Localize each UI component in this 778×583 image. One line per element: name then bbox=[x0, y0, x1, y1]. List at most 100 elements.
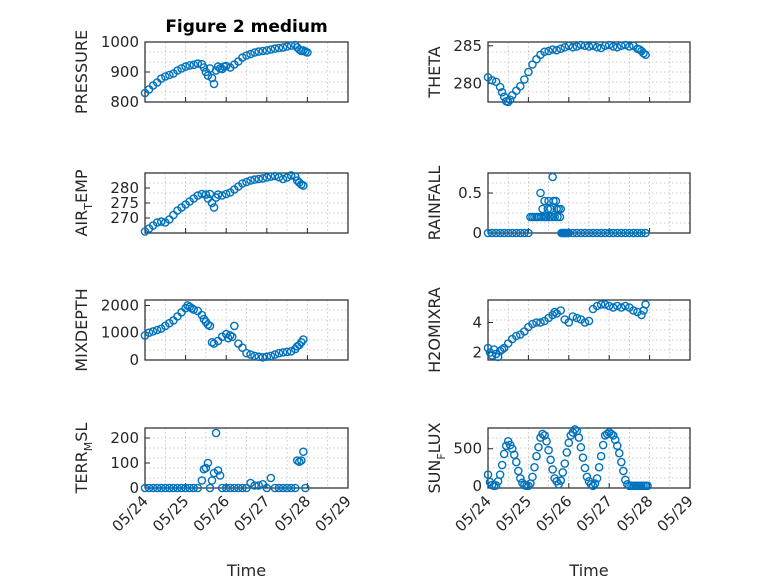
data-point bbox=[514, 466, 523, 476]
data-point bbox=[487, 75, 497, 85]
data-point bbox=[511, 457, 521, 467]
y-axis-label: H2OMIXRA bbox=[425, 287, 444, 373]
data-point bbox=[297, 456, 306, 465]
y-axis-label-main: SUN bbox=[425, 460, 444, 494]
data-point bbox=[641, 228, 650, 238]
data-point bbox=[246, 176, 255, 185]
data-point bbox=[524, 67, 533, 77]
data-point bbox=[524, 481, 533, 491]
y-axis-label: THETA bbox=[425, 46, 444, 98]
y-tick-label: 270 bbox=[110, 209, 139, 227]
data-point bbox=[550, 307, 559, 317]
data-point bbox=[574, 433, 584, 442]
data-point bbox=[266, 351, 276, 361]
data-point bbox=[189, 305, 199, 314]
data-point bbox=[564, 41, 574, 51]
data-point bbox=[258, 352, 268, 362]
data-point bbox=[528, 472, 537, 482]
data-point bbox=[592, 474, 602, 483]
data-point bbox=[199, 63, 209, 72]
data-point bbox=[556, 44, 566, 54]
data-point bbox=[511, 86, 521, 96]
data-point bbox=[556, 204, 566, 214]
data-point bbox=[604, 301, 614, 311]
data-point bbox=[555, 212, 565, 222]
data-point bbox=[270, 350, 280, 359]
subplot-2: 280 285 THETA bbox=[425, 37, 691, 107]
data-point bbox=[532, 451, 541, 461]
data-point bbox=[242, 348, 251, 358]
data-point bbox=[592, 301, 602, 311]
data-point bbox=[238, 53, 247, 62]
x-tick-label: 05/25 bbox=[492, 492, 535, 535]
y-axis-label: AIRTEMP bbox=[72, 169, 95, 236]
y-tick-label: 500 bbox=[453, 440, 482, 458]
data-point bbox=[612, 228, 622, 238]
data-point bbox=[205, 321, 215, 331]
x-tick-label: 05/29 bbox=[654, 492, 697, 535]
y-axis-label-main: AIR bbox=[72, 210, 91, 237]
data-point bbox=[546, 455, 555, 465]
data-point bbox=[606, 429, 616, 439]
x-axis-label: Time bbox=[226, 561, 266, 580]
data-point bbox=[152, 483, 162, 493]
x-tick-label: 05/28 bbox=[613, 492, 656, 535]
data-point bbox=[548, 465, 557, 474]
data-point bbox=[536, 188, 545, 198]
data-point bbox=[594, 462, 604, 472]
data-point bbox=[560, 42, 570, 52]
data-point bbox=[543, 204, 553, 214]
data-point bbox=[278, 348, 288, 357]
data-point bbox=[270, 171, 280, 181]
data-point bbox=[542, 212, 551, 222]
data-point bbox=[491, 77, 501, 87]
data-point bbox=[278, 43, 288, 52]
data-point bbox=[516, 474, 525, 483]
data-point bbox=[509, 450, 519, 459]
data-point bbox=[584, 228, 594, 238]
data-point bbox=[303, 48, 312, 57]
data-point bbox=[140, 483, 150, 493]
x-tick-label: 05/27 bbox=[573, 492, 616, 535]
y-tick-label: 100 bbox=[110, 454, 139, 472]
data-point bbox=[301, 483, 310, 493]
data-point bbox=[499, 228, 509, 238]
data-point bbox=[548, 45, 557, 54]
y-axis-label-tail: SL bbox=[72, 423, 91, 442]
data-point bbox=[250, 48, 259, 57]
y-tick-label: 285 bbox=[453, 37, 482, 55]
data-point bbox=[621, 475, 630, 485]
data-point bbox=[564, 438, 574, 448]
data-point bbox=[262, 173, 272, 182]
data-point bbox=[584, 42, 594, 51]
data-point bbox=[230, 321, 239, 331]
data-point bbox=[495, 82, 505, 92]
data-point bbox=[596, 451, 606, 461]
data-point bbox=[586, 479, 596, 489]
data-point bbox=[254, 47, 263, 56]
data-point bbox=[491, 228, 501, 238]
data-point bbox=[262, 483, 272, 493]
data-point bbox=[160, 483, 170, 493]
data-point bbox=[177, 64, 186, 73]
data-point bbox=[207, 337, 217, 347]
data-point bbox=[211, 428, 221, 438]
data-point bbox=[588, 481, 598, 491]
data-point bbox=[588, 228, 598, 238]
data-point bbox=[258, 46, 268, 56]
data-point bbox=[299, 181, 308, 190]
data-point bbox=[213, 466, 223, 475]
y-tick-label: 0 bbox=[129, 351, 139, 369]
data-point bbox=[207, 198, 217, 208]
data-point bbox=[503, 97, 513, 107]
data-point bbox=[246, 350, 255, 359]
data-point bbox=[507, 90, 517, 100]
data-point bbox=[604, 228, 614, 238]
data-point bbox=[528, 60, 537, 69]
data-point bbox=[617, 457, 626, 467]
data-point bbox=[274, 348, 284, 358]
data-point bbox=[148, 327, 158, 336]
data-point bbox=[181, 483, 190, 493]
data-point bbox=[532, 318, 541, 327]
